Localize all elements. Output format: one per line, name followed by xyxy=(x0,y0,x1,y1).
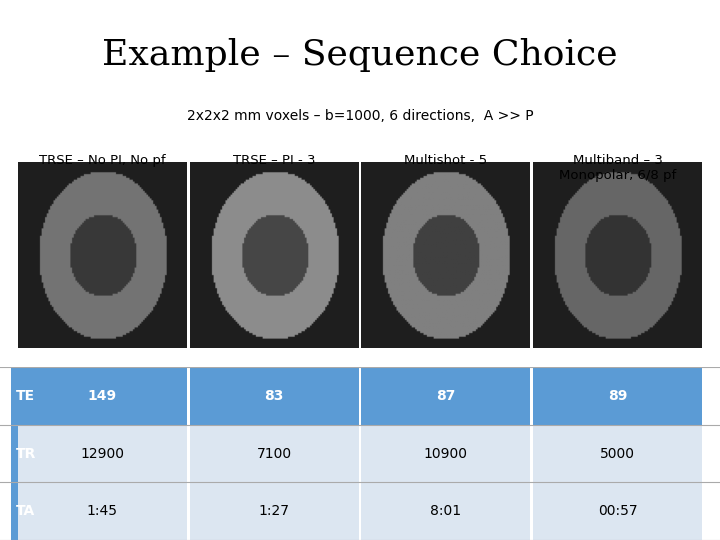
Bar xyxy=(11,367,41,425)
Text: TR: TR xyxy=(16,447,36,461)
Text: TRSE – PI - 3: TRSE – PI - 3 xyxy=(233,154,315,167)
Text: 12900: 12900 xyxy=(81,447,125,461)
Bar xyxy=(11,425,41,482)
Bar xyxy=(361,482,530,540)
Text: TA: TA xyxy=(17,504,35,518)
Text: Multiband – 3
Monopolar, 6/8 pf: Multiband – 3 Monopolar, 6/8 pf xyxy=(559,154,676,182)
Text: 7100: 7100 xyxy=(256,447,292,461)
Bar xyxy=(534,482,702,540)
Text: TE: TE xyxy=(17,389,35,403)
Text: 1:27: 1:27 xyxy=(258,504,289,518)
Text: Example – Sequence Choice: Example – Sequence Choice xyxy=(102,38,618,72)
Bar xyxy=(190,482,359,540)
Bar xyxy=(18,482,187,540)
Bar xyxy=(18,425,187,482)
Text: 83: 83 xyxy=(264,389,284,403)
Bar xyxy=(361,425,530,482)
Bar xyxy=(190,367,359,425)
Text: 2x2x2 mm voxels – b=1000, 6 directions,  A >> P: 2x2x2 mm voxels – b=1000, 6 directions, … xyxy=(186,109,534,123)
Text: 87: 87 xyxy=(436,389,456,403)
Text: 1:45: 1:45 xyxy=(87,504,118,518)
Text: 149: 149 xyxy=(88,389,117,403)
Bar xyxy=(11,482,41,540)
Text: TRSE – No PI, No pf: TRSE – No PI, No pf xyxy=(39,154,166,167)
Text: 8:01: 8:01 xyxy=(431,504,462,518)
Text: 5000: 5000 xyxy=(600,447,635,461)
Bar xyxy=(534,425,702,482)
Text: 10900: 10900 xyxy=(424,447,468,461)
Text: Multishot - 5: Multishot - 5 xyxy=(405,154,487,167)
Bar xyxy=(534,367,702,425)
Bar xyxy=(18,367,187,425)
Text: 89: 89 xyxy=(608,389,627,403)
Bar xyxy=(190,425,359,482)
Bar xyxy=(361,367,530,425)
Text: 00:57: 00:57 xyxy=(598,504,637,518)
